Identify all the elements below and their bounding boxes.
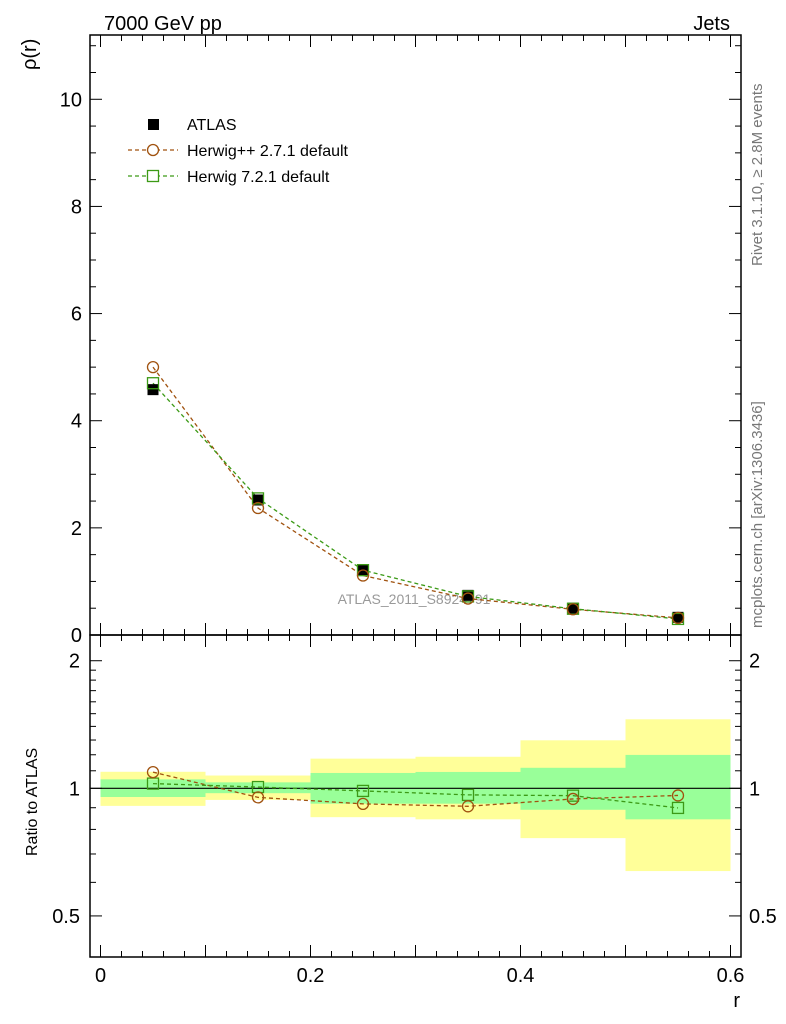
atlas-marker <box>672 611 684 623</box>
main-y-tick-label: 8 <box>71 196 82 218</box>
ratio-herwig7-line <box>152 782 679 809</box>
x-tick-label: 0.6 <box>717 965 745 987</box>
x-tick-label: 0 <box>95 965 106 987</box>
legend-atlas-marker <box>148 119 159 130</box>
herwig7-line <box>152 382 679 620</box>
analysis-watermark: ATLAS_2011_S8924791 <box>338 591 491 607</box>
herwigpp-marker <box>671 611 685 625</box>
herwigpp-marker <box>356 569 370 582</box>
main-y-tick-label: 2 <box>71 518 82 540</box>
ratio-herwigpp-marker <box>566 792 580 806</box>
atlas-marker <box>147 384 159 396</box>
ratio-y-axis-label: Ratio to ATLAS <box>24 748 41 856</box>
herwigpp-marker <box>461 592 475 605</box>
legend-entry-label: Herwig 7.2.1 default <box>187 169 330 186</box>
ratio-y-tick-label: 1 <box>69 778 80 800</box>
legend-herwigpp-marker <box>146 143 160 157</box>
ratio-y-tick-label-right: 2 <box>749 651 760 673</box>
ratio-y-tick-label-right: 0.5 <box>749 906 777 928</box>
herwig7-marker <box>146 377 160 390</box>
ratio-herwigpp-marker <box>251 791 265 804</box>
legend-entry-label: ATLAS <box>187 117 237 134</box>
ratio-herwigpp-marker <box>671 789 685 802</box>
ratio-herwigpp-marker <box>356 797 370 811</box>
ratio-y-tick-label-right: 1 <box>749 778 760 800</box>
main-y-tick-label: 10 <box>60 89 82 111</box>
legend: ATLAS Herwig++ 2.7.1 default Herwig 7.2.1 … <box>128 117 349 186</box>
ratio-inner-band <box>625 754 731 820</box>
atlas-marker <box>252 494 264 506</box>
main-y-tick-label: 6 <box>71 304 82 326</box>
ratio-y-tick-label: 0.5 <box>52 906 80 928</box>
main-panel: ATLAS_2011_S8924791 0 2 4 6 8 10 ATLAS Herwig+… <box>19 34 742 647</box>
ratio-herwigpp-marker <box>146 765 160 779</box>
header-right-label: Jets <box>693 13 730 35</box>
legend-herwig7-marker <box>146 169 160 183</box>
main-y-axis-label: ρ(r) <box>19 39 41 70</box>
ratio-y-tick-label: 2 <box>69 651 80 673</box>
atlas-marker <box>567 602 579 614</box>
x-axis-label: r <box>733 990 740 1012</box>
main-y-tick-label: 0 <box>71 625 82 647</box>
ratio-herwigpp-marker <box>461 800 475 813</box>
legend-entry-label: Herwig++ 2.7.1 default <box>187 143 349 160</box>
herwigpp-marker <box>251 501 265 515</box>
herwig7-marker <box>251 492 265 505</box>
header-left-label: 7000 GeV pp <box>104 13 222 35</box>
ratio-panel: 0 0.2 0.4 0.6 0.5 0.5 1 1 2 2 Ratio to ATLAS r <box>24 634 777 1012</box>
ratio-herwig7-marker <box>251 780 265 794</box>
x-tick-label: 0.4 <box>507 965 535 987</box>
herwig7-marker <box>356 564 370 577</box>
rivet-label: Rivet 3.1.10, ≥ 2.8M events <box>749 84 766 267</box>
x-tick-label: 0.2 <box>297 965 325 987</box>
main-y-tick-label: 4 <box>71 411 82 433</box>
ratio-herwig7-marker <box>671 801 685 815</box>
ratio-herwig7-marker <box>356 784 370 798</box>
mcplots-label: mcplots.cern.ch [arXiv:1306.3436] <box>749 401 766 628</box>
ratio-herwig7-marker <box>566 789 580 802</box>
herwigpp-marker <box>566 603 580 616</box>
atlas-marker <box>462 589 474 601</box>
herwigpp-marker <box>146 360 160 374</box>
herwigpp-line <box>152 366 679 619</box>
